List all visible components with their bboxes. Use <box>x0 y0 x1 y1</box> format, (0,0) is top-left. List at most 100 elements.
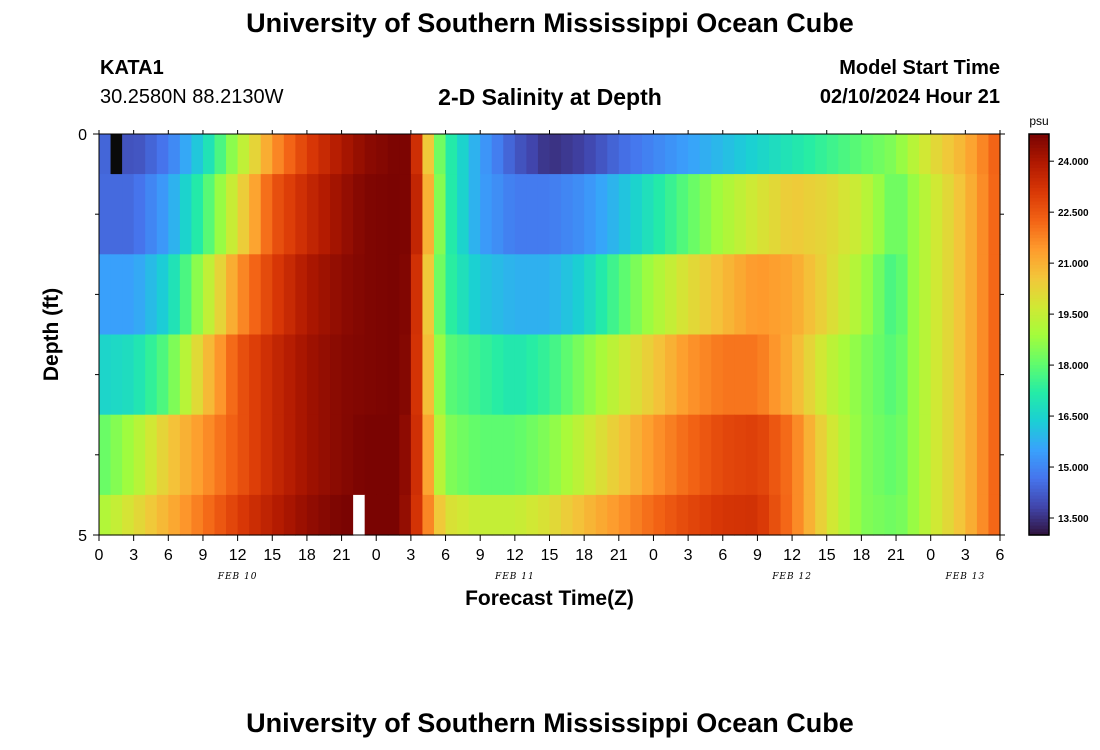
heatmap-cell <box>965 134 978 175</box>
heatmap-cell <box>480 494 493 536</box>
heatmap-cell <box>722 134 735 175</box>
heatmap-cell <box>168 254 181 336</box>
x-tick-label: 3 <box>129 547 138 564</box>
heatmap-cell <box>641 174 655 255</box>
heatmap-cell <box>549 414 562 496</box>
heatmap-cell <box>260 174 273 255</box>
heatmap-cell <box>942 134 955 175</box>
heatmap-cell <box>491 414 504 496</box>
heatmap-cell <box>965 174 978 255</box>
colorbar-segment <box>1029 240 1049 245</box>
heatmap-cell <box>872 334 886 416</box>
heatmap-cell <box>953 494 966 536</box>
heatmap-cell <box>272 254 285 336</box>
colorbar-segment <box>1029 498 1049 503</box>
heatmap-cell <box>272 174 285 255</box>
colorbar-frame <box>1028 133 1050 536</box>
heatmap-cell <box>757 414 770 496</box>
heatmap-cell <box>514 254 527 336</box>
heatmap-cell <box>826 174 839 255</box>
heatmap-cell <box>884 494 897 536</box>
colorbar-segment <box>1029 401 1049 406</box>
heatmap-cell <box>815 414 828 496</box>
colorbar-segment <box>1029 531 1049 536</box>
heatmap-cell <box>214 174 227 255</box>
colorbar-segment <box>1029 264 1049 269</box>
heatmap-cell <box>457 494 470 536</box>
heatmap-cell <box>584 334 597 416</box>
heatmap-cell <box>214 134 227 175</box>
colorbar-segment <box>1029 491 1049 496</box>
heatmap-cell <box>526 334 539 416</box>
heatmap-cell <box>907 134 920 175</box>
heatmap-cell <box>110 254 123 336</box>
colorbar-segment <box>1029 190 1049 195</box>
heatmap-cell <box>676 134 689 175</box>
heatmap-cell <box>907 494 920 536</box>
colorbar-segment <box>1029 334 1049 339</box>
colorbar-segment <box>1029 214 1049 219</box>
heatmap-cell <box>665 134 678 175</box>
heatmap-cell <box>237 174 250 255</box>
heatmap-cell <box>688 254 701 336</box>
heatmap-cell <box>768 334 782 416</box>
heatmap-cell <box>607 174 620 255</box>
heatmap-cell <box>364 254 377 336</box>
heatmap-cell <box>99 334 112 416</box>
heatmap-cell <box>676 494 689 536</box>
colorbar-segment <box>1029 337 1049 342</box>
heatmap-cell <box>688 334 701 416</box>
heatmap-cell <box>849 134 862 175</box>
heatmap-cell <box>849 254 862 336</box>
heatmap-cell <box>445 174 458 255</box>
heatmap-cell <box>341 134 354 175</box>
heatmap-cell <box>665 254 678 336</box>
colorbar-segment <box>1029 244 1049 249</box>
colorbar-tick-label: 24.000 <box>1058 157 1089 168</box>
colorbar-segment <box>1029 227 1049 232</box>
heatmap-cell <box>318 334 331 416</box>
heatmap-cell <box>537 254 551 336</box>
x-tick-label: 6 <box>718 547 727 564</box>
heatmap-cell <box>156 134 169 175</box>
colorbar-segment <box>1029 144 1049 148</box>
heatmap-cell <box>896 174 909 255</box>
heatmap-cell <box>953 414 966 496</box>
heatmap-cell <box>561 414 574 496</box>
heatmap-cell <box>884 174 897 255</box>
colorbar-segment <box>1029 220 1049 225</box>
heatmap-cell <box>364 414 377 496</box>
colorbar-segment <box>1029 511 1049 516</box>
heatmap-cell <box>584 494 597 536</box>
colorbar-segment <box>1029 234 1049 239</box>
heatmap-cell <box>572 254 585 336</box>
colorbar-segment <box>1029 357 1049 362</box>
colorbar-segment <box>1029 451 1049 456</box>
colorbar-segment <box>1029 207 1049 212</box>
heatmap-cell <box>919 334 932 416</box>
heatmap-cell <box>260 254 273 336</box>
heatmap-cell <box>792 134 805 175</box>
heatmap-cell <box>745 134 759 175</box>
heatmap-cell <box>514 494 527 536</box>
colorbar-segment <box>1029 518 1049 523</box>
heatmap-cell <box>318 494 331 536</box>
heatmap-cell <box>283 134 296 175</box>
heatmap-cell <box>688 134 701 175</box>
colorbar-segment <box>1029 438 1049 443</box>
heatmap-cell <box>584 174 597 255</box>
heatmap-cell <box>711 494 724 536</box>
heatmap-cell <box>399 414 412 496</box>
heatmap-cell <box>272 334 285 416</box>
colorbar-tick-label: 16.500 <box>1058 412 1089 423</box>
heatmap-cell <box>826 494 839 536</box>
heatmap-cell <box>491 254 504 336</box>
heatmap-cell <box>387 174 400 255</box>
heatmap-cell <box>699 494 712 536</box>
colorbar-segment <box>1029 194 1049 199</box>
x-tick-label: 6 <box>996 547 1005 564</box>
heatmap-cell <box>445 254 458 336</box>
heatmap-cell <box>283 254 296 336</box>
heatmap-cell <box>457 134 470 175</box>
colorbar-segment <box>1029 281 1049 285</box>
